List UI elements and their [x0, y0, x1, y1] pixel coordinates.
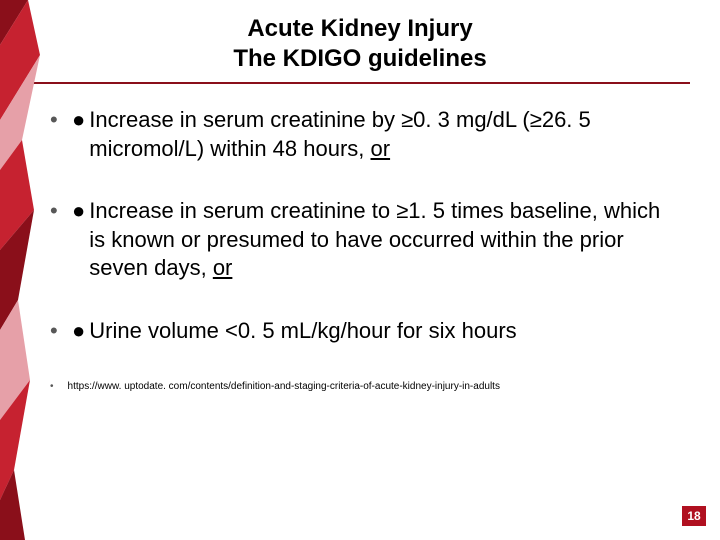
source-url: https://www. uptodate. com/contents/defi… — [68, 380, 500, 394]
outer-bullet-icon: • — [50, 106, 62, 135]
bullet-body: Increase in serum creatinine by ≥0. 3 mg… — [89, 107, 590, 161]
outer-bullet-icon: • — [50, 317, 62, 346]
bullet-or: or — [371, 136, 391, 161]
page-number-badge: 18 — [682, 506, 706, 526]
bullet-text: Urine volume <0. 5 mL/kg/hour for six ho… — [89, 317, 516, 346]
outer-bullet-icon: • — [50, 380, 54, 394]
content-area: • ● Increase in serum creatinine by ≥0. … — [0, 84, 720, 346]
bullet-body: Urine volume <0. 5 mL/kg/hour for six ho… — [89, 318, 516, 343]
bullet-text: Increase in serum creatinine by ≥0. 3 mg… — [89, 106, 670, 163]
list-item: • ● Increase in serum creatinine by ≥0. … — [50, 106, 670, 163]
list-item: • ● Increase in serum creatinine to ≥1. … — [50, 197, 670, 283]
title-line-1: Acute Kidney Injury — [0, 14, 720, 44]
slide-title: Acute Kidney Injury The KDIGO guidelines — [0, 0, 720, 74]
outer-bullet-icon: • — [50, 197, 62, 226]
bullet-or: or — [213, 255, 233, 280]
bullet-body: Increase in serum creatinine to ≥1. 5 ti… — [89, 198, 660, 280]
inner-bullet-icon: ● — [72, 197, 85, 226]
inner-bullet-icon: ● — [72, 317, 85, 346]
slide: Acute Kidney Injury The KDIGO guidelines… — [0, 0, 720, 540]
bullet-text: Increase in serum creatinine to ≥1. 5 ti… — [89, 197, 670, 283]
source-row: • https://www. uptodate. com/contents/de… — [0, 380, 720, 394]
page-number: 18 — [687, 509, 700, 523]
title-line-2: The KDIGO guidelines — [0, 44, 720, 74]
inner-bullet-icon: ● — [72, 106, 85, 135]
list-item: • ● Urine volume <0. 5 mL/kg/hour for si… — [50, 317, 670, 346]
